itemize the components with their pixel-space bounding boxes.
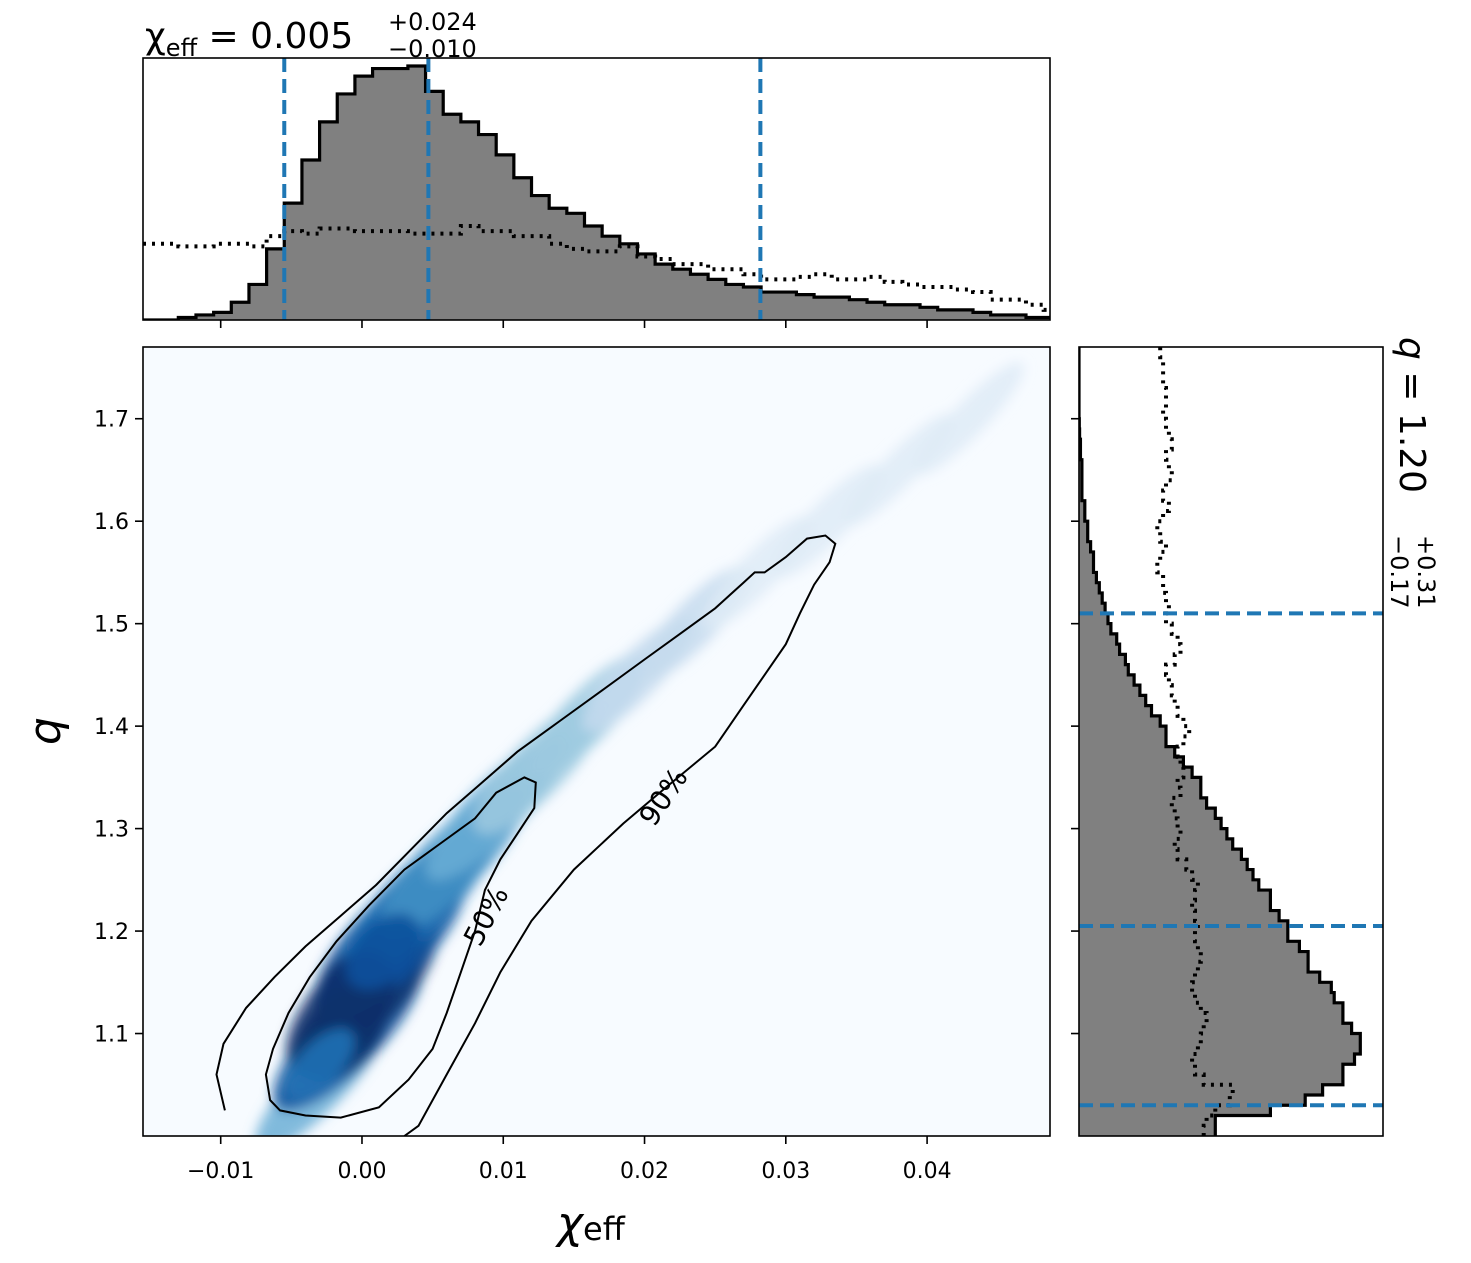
top-marginal-frame [142,57,1051,321]
y-tick-label-5: 1.6 [94,510,129,535]
x-tick-label-4: 0.03 [761,1159,810,1184]
x-tick-label-3: 0.02 [620,1159,669,1184]
x-axis-label: χeff [555,1198,626,1249]
right-title-value: = 1.20 [1391,360,1432,493]
top-marginal-panel: χeff = 0.005 +0.024 −0.010 [142,8,1051,328]
right-posterior-histogram-fill [1079,347,1361,1136]
top-title-subscript: eff [166,34,198,62]
x-tick-label-0: −0.01 [187,1159,254,1184]
top-credible-interval-lines [282,58,763,320]
y-axis-label: q [20,717,71,745]
x-tick-label-5: 0.04 [903,1159,952,1184]
y-tick-label-1: 1.2 [94,920,129,945]
joint-frame [142,346,1051,1137]
y-tick-label-3: 1.4 [94,715,129,740]
y-tick-label-4: 1.5 [94,613,129,638]
heatmap-core-3 [284,1028,355,1101]
heatmap-blob-13 [844,413,954,527]
heatmap-core-2 [345,913,421,990]
right-marginal-y-ticks [1071,417,1079,1035]
y-tick-label-2: 1.3 [94,818,129,843]
top-posterior-histogram-outline [143,64,1050,320]
x-axis-label-symbol: χ [555,1198,585,1249]
right-title-symbol: q [1391,337,1432,360]
y-tick-label-0: 1.1 [94,1023,129,1048]
top-posterior-histogram-fill [143,66,1050,320]
top-prior-histogram [143,224,1050,312]
right-credible-interval-lines [1079,611,1383,1108]
heatmap-blob-12 [773,464,884,578]
right-prior-histogram [1155,347,1235,1136]
right-title-lower-error: −0.17 [1385,535,1413,609]
top-title-value: = 0.005 [197,16,353,57]
x-tick-label-1: 0.00 [337,1159,386,1184]
x-axis-label-subscript: eff [583,1210,626,1248]
joint-density-panel: 50% 90% −0.01 0.00 0.01 0.02 0.03 0.04 1.11.2… [20,346,1051,1249]
top-title-lower-error: −0.010 [388,35,477,63]
y-tick-label-6: 1.7 [94,408,129,433]
right-title-upper-error: +0.31 [1412,535,1440,609]
top-marginal-x-ticks [219,320,928,328]
right-marginal-panel: q = 1.20 +0.31 −0.17 [1071,337,1440,1137]
x-tick-label-2: 0.01 [479,1159,528,1184]
joint-x-ticks: −0.01 0.00 0.01 0.02 0.03 0.04 [187,1136,952,1184]
joint-y-ticks: 1.1 1.2 1.3 1.4 1.5 1.6 1.7 [94,408,143,1048]
contour-50-percent [264,776,537,1119]
top-title-upper-error: +0.024 [388,8,477,36]
top-title-symbol: χ [145,16,166,57]
right-marginal-title: q = 1.20 +0.31 −0.17 [1385,337,1440,609]
svg-text:q = 1.20: q = 1.20 [1391,337,1432,493]
contour-90-percent [215,534,837,1136]
right-marginal-frame [1078,346,1384,1137]
top-marginal-title: χeff = 0.005 [145,16,353,62]
heatmap-blob-14 [915,362,1024,475]
